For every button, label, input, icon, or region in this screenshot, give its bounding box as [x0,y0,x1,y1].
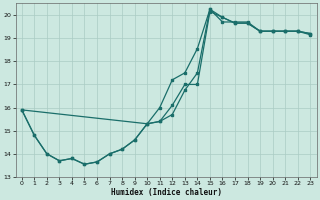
X-axis label: Humidex (Indice chaleur): Humidex (Indice chaleur) [110,188,221,197]
